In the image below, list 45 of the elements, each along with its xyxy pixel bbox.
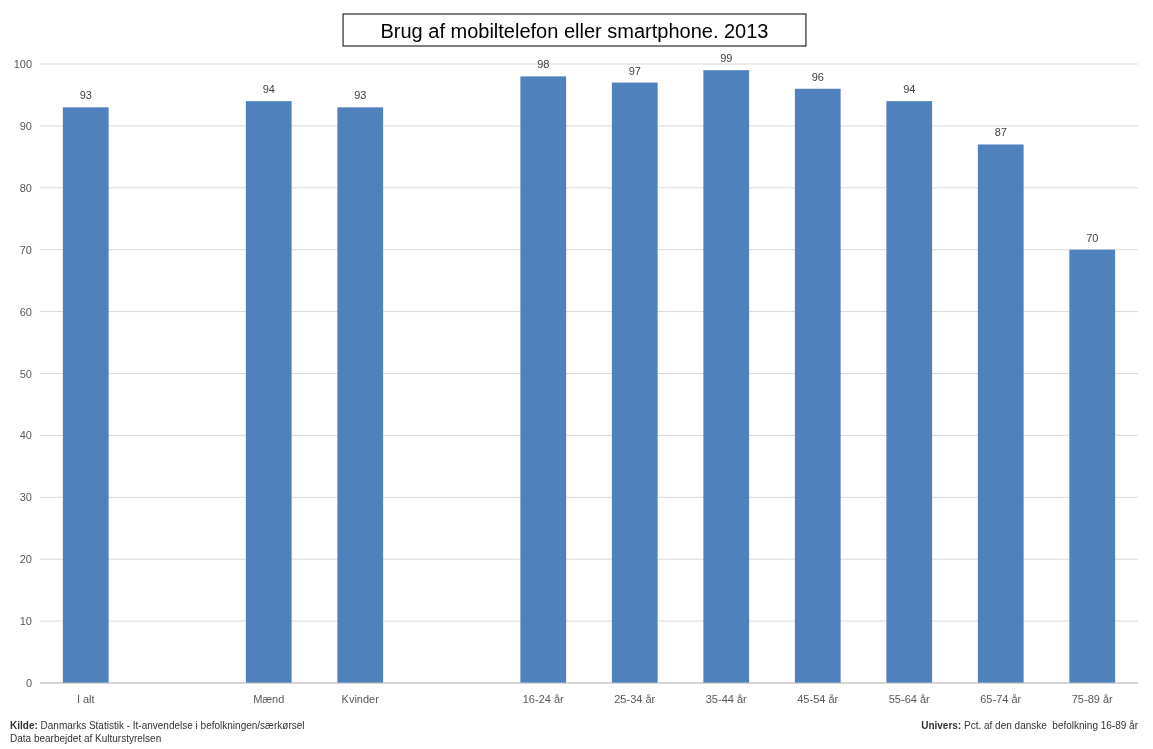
bar — [62, 107, 109, 683]
data-label: 98 — [537, 58, 550, 71]
x-tick-label: 45-54 år — [797, 693, 839, 705]
x-tick-label: I alt — [76, 693, 95, 705]
bar — [611, 82, 658, 683]
y-tick-label: 80 — [19, 181, 32, 194]
y-tick-label: 70 — [19, 243, 32, 256]
y-tick-label: 100 — [13, 58, 32, 70]
y-tick-label: 20 — [19, 553, 32, 566]
bar — [337, 107, 384, 683]
data-label: 94 — [262, 83, 275, 96]
bar — [245, 101, 292, 683]
y-tick-label: 10 — [19, 615, 32, 628]
bar — [703, 70, 750, 683]
text: Univers: Pct. af den danske befolkning 16-89 år — [921, 720, 1139, 731]
data-label: 93 — [79, 89, 92, 102]
data-label: 93 — [354, 89, 367, 102]
y-tick-label: 90 — [19, 119, 32, 132]
y-tick-label: 0 — [25, 677, 32, 689]
bar — [886, 101, 933, 683]
text: Data bearbejdet af Kulturstyrelsen — [10, 733, 162, 744]
bar — [977, 144, 1024, 683]
y-tick-label: 50 — [19, 367, 32, 380]
text: Kilde: Danmarks Statistik - It-anvendelse i befolkningen/særkørsel — [10, 720, 305, 731]
bar — [1069, 249, 1116, 683]
bar — [794, 88, 841, 683]
x-tick-label: 75-89 år — [1071, 693, 1114, 705]
chart-title: Brug af mobiltelefon eller smartphone. 2013 — [380, 20, 769, 42]
data-label: 97 — [628, 64, 641, 77]
x-tick-label: 35-44 år — [705, 693, 748, 705]
data-label: 99 — [720, 52, 733, 65]
x-tick-label: Kvinder — [341, 693, 380, 705]
bar — [520, 76, 567, 683]
y-tick-label: 40 — [19, 429, 32, 442]
data-label: 87 — [994, 126, 1007, 139]
y-tick-label: 30 — [19, 491, 32, 504]
x-tick-label: 25-34 år — [614, 693, 656, 705]
x-tick-label: 55-64 år — [888, 693, 931, 705]
x-tick-label: Mænd — [253, 693, 285, 705]
data-label: 94 — [903, 83, 916, 96]
data-label: 70 — [1086, 231, 1099, 244]
x-tick-label: 16-24 år — [522, 693, 565, 705]
x-tick-label: 65-74 år — [980, 693, 1022, 705]
y-tick-label: 60 — [19, 305, 32, 318]
data-label: 96 — [811, 70, 824, 83]
